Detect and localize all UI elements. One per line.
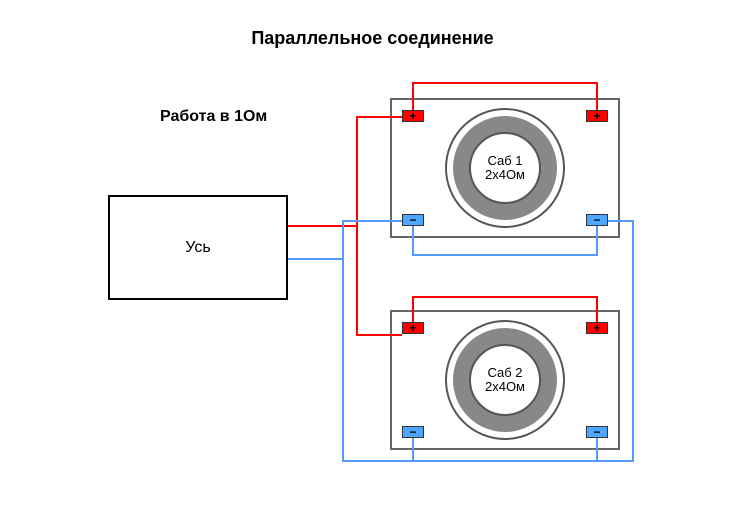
terminal-negative-sub2-neg_right: −	[586, 426, 608, 438]
diagram-title: Параллельное соединение	[0, 28, 745, 49]
wire-red-10	[596, 296, 598, 322]
wire-red-2	[356, 116, 358, 336]
wire-red-4	[356, 334, 402, 336]
wire-red-6	[412, 82, 596, 84]
wire-blue-14	[412, 226, 414, 256]
wire-red-8	[412, 296, 414, 322]
wire-red-0	[288, 225, 356, 227]
wire-blue-18	[596, 438, 598, 462]
terminal-positive-sub1-pos_right: +	[586, 110, 608, 122]
wire-blue-17	[412, 438, 414, 462]
terminal-negative-sub1-neg_left: −	[402, 214, 424, 226]
title-text: Параллельное соединение	[251, 28, 493, 48]
sub-label-line2: 2х4Ом	[485, 168, 525, 182]
terminal-positive-sub2-pos_right: +	[586, 322, 608, 334]
wire-blue-11	[342, 220, 344, 462]
wire-red-3	[356, 116, 402, 118]
diagram-subtitle: Работа в 1Ом	[160, 108, 267, 126]
wire-blue-13	[342, 460, 634, 462]
wire-blue-20	[632, 220, 634, 462]
wire-red-9	[412, 296, 596, 298]
wire-blue-22	[596, 460, 634, 462]
speaker-inner-sub1: Саб 12х4Ом	[469, 132, 541, 204]
amplifier-label: Усь	[185, 239, 210, 257]
speaker-inner-sub2: Саб 22х4Ом	[469, 344, 541, 416]
terminal-negative-sub2-neg_left: −	[402, 426, 424, 438]
subtitle-text: Работа в 1Ом	[160, 108, 267, 125]
wire-blue-1	[288, 258, 342, 260]
wire-blue-16	[596, 226, 598, 256]
sub-label-line2: 2х4Ом	[485, 380, 525, 394]
wire-blue-12	[342, 220, 402, 222]
wire-blue-21	[608, 220, 634, 222]
wire-blue-15	[412, 254, 596, 256]
sub-label-line1: Саб 1	[487, 154, 522, 168]
terminal-positive-sub2-pos_left: +	[402, 322, 424, 334]
amplifier-box: Усь	[108, 195, 288, 300]
terminal-negative-sub1-neg_right: −	[586, 214, 608, 226]
terminal-positive-sub1-pos_left: +	[402, 110, 424, 122]
sub-label-line1: Саб 2	[487, 366, 522, 380]
wire-red-5	[412, 82, 414, 110]
wire-red-7	[596, 82, 598, 110]
